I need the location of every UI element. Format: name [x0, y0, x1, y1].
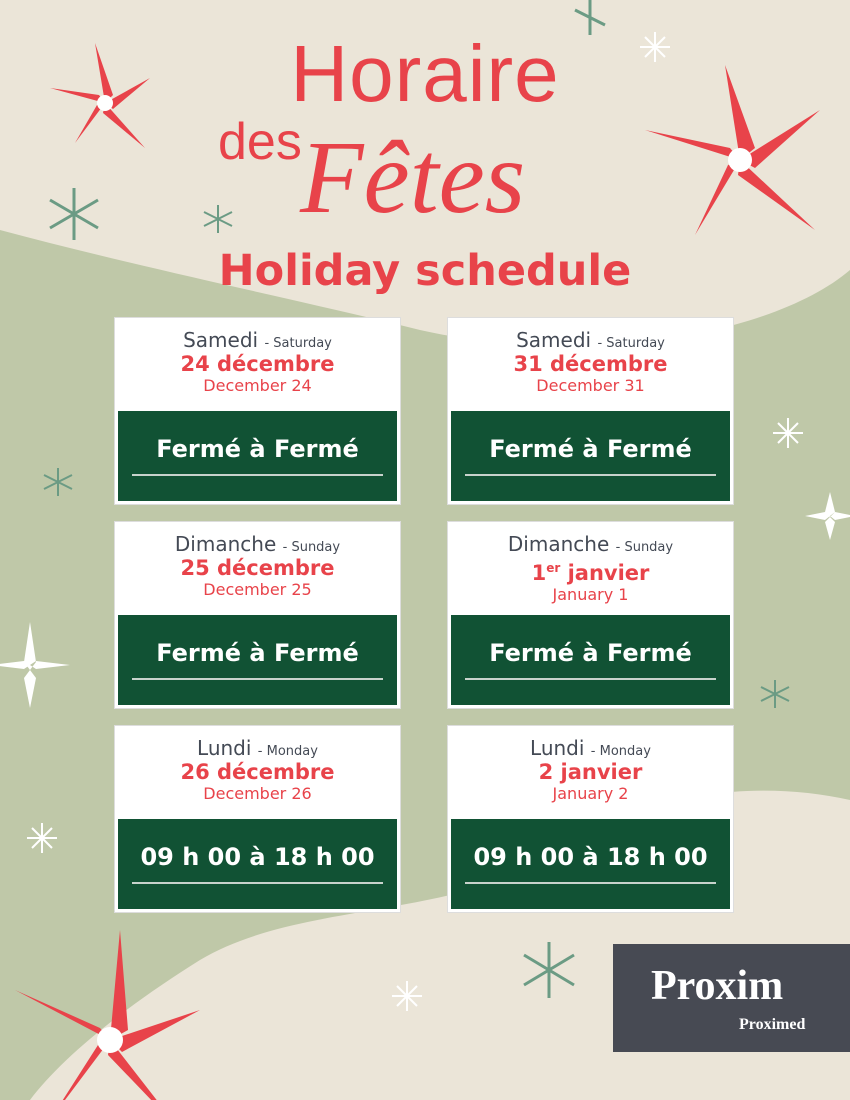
- proxim-logo: Proxim Proximed: [613, 944, 850, 1052]
- hours: Fermé à Fermé: [489, 639, 692, 667]
- date-month: janvier: [560, 561, 650, 585]
- schedule-card: Lundi - Monday 26 décembre December 26 0…: [115, 726, 400, 912]
- day-label: Samedi - Saturday: [448, 328, 733, 352]
- logo-brand: Proxim: [651, 963, 784, 1009]
- date-fr: 25 décembre: [180, 556, 335, 580]
- day-fr: Lundi: [530, 736, 585, 760]
- schedule-card: Samedi - Saturday 31 décembre December 3…: [448, 318, 733, 504]
- date-en: December 31: [536, 376, 645, 395]
- hours: Fermé à Fermé: [156, 639, 359, 667]
- day-en: - Saturday: [264, 336, 332, 351]
- poinsettia-icon: [50, 43, 150, 148]
- day-fr: Lundi: [197, 736, 252, 760]
- schedule-card: Dimanche - Sunday 25 décembre December 2…: [115, 522, 400, 708]
- day-label: Dimanche - Sunday: [448, 532, 733, 556]
- date-en: January 2: [552, 784, 629, 803]
- poinsettia-icon: [645, 65, 820, 235]
- hours: 09 h 00 à 18 h 00: [473, 843, 708, 871]
- day-label: Dimanche - Sunday: [115, 532, 400, 556]
- date-fr: 26 décembre: [180, 760, 335, 784]
- date-fr: 1er janvier: [448, 556, 733, 585]
- day-label: Lundi - Monday: [115, 736, 400, 760]
- schedule-card: Dimanche - Sunday 1er janvier January 1 …: [448, 522, 733, 708]
- divider: [132, 678, 383, 680]
- green-snowflake-icon: [43, 0, 790, 998]
- date-fr: 31 décembre: [513, 352, 668, 376]
- title-horaire: Horaire: [290, 29, 560, 118]
- sparkle-icon: [27, 32, 803, 1011]
- subtitle-holiday-schedule: Holiday schedule: [218, 246, 632, 296]
- date-fr: 2 janvier: [538, 760, 643, 784]
- title-des: des: [218, 113, 302, 171]
- divider: [132, 474, 383, 476]
- hours: Fermé à Fermé: [156, 435, 359, 463]
- day-en: - Sunday: [282, 540, 341, 555]
- date-num: 1: [531, 561, 547, 585]
- date-en: December 26: [203, 784, 312, 803]
- date-en: December 24: [203, 376, 312, 395]
- hours: 09 h 00 à 18 h 00: [140, 843, 375, 871]
- date-fr: 24 décembre: [180, 352, 335, 376]
- divider: [465, 678, 716, 680]
- day-fr: Dimanche: [174, 532, 277, 556]
- day-en: - Sunday: [615, 540, 674, 555]
- divider: [132, 882, 383, 884]
- hours: Fermé à Fermé: [489, 435, 692, 463]
- divider: [465, 474, 716, 476]
- logo-sub-brand: Proximed: [739, 1016, 806, 1033]
- poinsettia-icon: [15, 930, 200, 1100]
- title-fetes: Fêtes: [300, 120, 526, 235]
- day-label: Samedi - Saturday: [115, 328, 400, 352]
- day-en: - Monday: [590, 744, 651, 759]
- day-label: Lundi - Monday: [448, 736, 733, 760]
- date-ordinal: er: [546, 561, 561, 575]
- star-flower-icon: [0, 492, 850, 708]
- date-en: January 1: [552, 585, 629, 604]
- day-en: - Monday: [257, 744, 318, 759]
- day-fr: Samedi: [183, 328, 259, 352]
- day-fr: Dimanche: [507, 532, 610, 556]
- divider: [465, 882, 716, 884]
- day-en: - Saturday: [597, 336, 665, 351]
- schedule-card: Lundi - Monday 2 janvier January 2 09 h …: [448, 726, 733, 912]
- schedule-card: Samedi - Saturday 24 décembre December 2…: [115, 318, 400, 504]
- day-fr: Samedi: [516, 328, 592, 352]
- date-en: December 25: [203, 580, 312, 599]
